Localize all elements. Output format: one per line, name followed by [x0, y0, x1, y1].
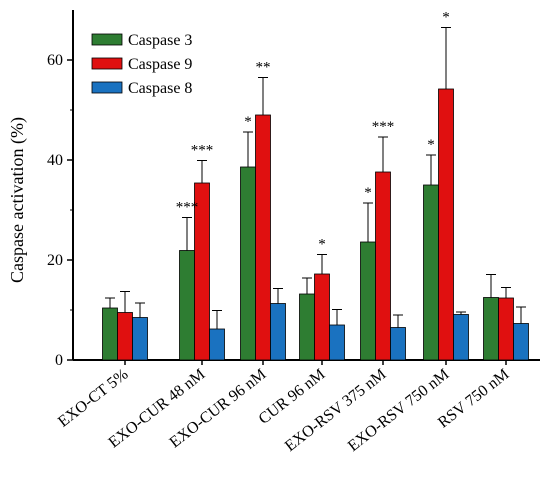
y-tick-label: 20: [47, 252, 63, 269]
y-tick-label: 40: [47, 152, 63, 169]
significance-label: *: [427, 137, 435, 153]
legend-label: Caspase 8: [128, 80, 192, 97]
bar: [102, 307, 118, 361]
y-tick-label: 60: [47, 52, 63, 69]
bar: [299, 293, 315, 361]
bar: [483, 297, 499, 361]
y-tick-label: 0: [55, 352, 63, 369]
significance-labels: ****************: [176, 10, 450, 253]
bar: [390, 327, 406, 361]
bar: [498, 297, 514, 361]
bar: [329, 324, 345, 361]
bar: [360, 241, 376, 361]
bar: [132, 317, 148, 361]
axes: 0 20 40 60 Caspase activation (%) EXO-CT 5% EX…: [7, 10, 540, 455]
legend-swatch: [91, 81, 123, 94]
bar: [314, 273, 330, 361]
bar: [453, 314, 469, 361]
legend-label: Caspase 9: [128, 56, 192, 73]
bar: [513, 323, 529, 361]
bar: [375, 171, 391, 361]
significance-label: *: [318, 237, 326, 253]
bar: [209, 328, 225, 361]
significance-label: ***: [372, 119, 395, 135]
error-bars: [105, 27, 526, 329]
significance-label: *: [442, 10, 450, 26]
x-tick-label: EXO-CT 5%: [55, 366, 131, 431]
significance-label: *: [244, 114, 252, 130]
bar: [438, 88, 454, 361]
significance-label: ***: [176, 200, 199, 216]
bar: [179, 250, 195, 361]
x-tick-label: EXO-RSV 375 nM: [282, 366, 390, 455]
y-axis-title: Caspase activation (%): [7, 117, 28, 283]
significance-label: **: [256, 60, 271, 76]
bar: [423, 184, 439, 361]
significance-label: *: [364, 185, 372, 201]
bar: [255, 114, 271, 361]
legend-swatch: [91, 57, 123, 70]
bars: [102, 88, 529, 361]
legend-swatch: [91, 33, 123, 46]
legend-label: Caspase 3: [128, 32, 192, 49]
significance-label: ***: [191, 143, 214, 159]
legend: Caspase 3 Caspase 9 Caspase 8: [91, 32, 192, 97]
bar: [240, 166, 256, 361]
bar: [270, 303, 286, 361]
bar: [117, 312, 133, 361]
